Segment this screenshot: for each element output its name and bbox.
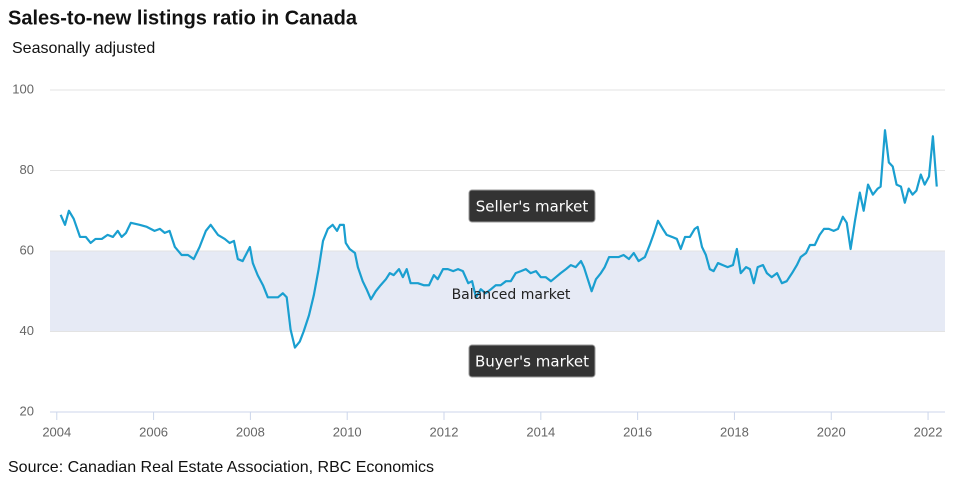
chart-subtitle: Seasonally adjusted (12, 40, 155, 57)
x-tick-label: 2004 (42, 424, 71, 439)
chart-title: Sales-to-new listings ratio in Canada (8, 7, 358, 29)
y-tick-label: 100 (12, 81, 34, 96)
x-tick-label: 2016 (623, 424, 652, 439)
x-tick-label: 2008 (236, 424, 265, 439)
annotation-label: Seller's market (476, 198, 589, 216)
x-tick-label: 2006 (139, 424, 168, 439)
data-line (59, 129, 938, 349)
x-tick-label: 2012 (430, 424, 459, 439)
source-note: Source: Canadian Real Estate Association… (8, 459, 434, 476)
x-tick-label: 2010 (333, 424, 362, 439)
balanced-band (50, 251, 945, 332)
x-tick-label: 2018 (720, 424, 749, 439)
y-tick-label: 40 (20, 323, 34, 338)
x-tick-label: 2020 (817, 424, 846, 439)
annotation-label: Buyer's market (475, 353, 589, 371)
annotation-label: Balanced market (452, 287, 571, 303)
y-tick-label: 80 (20, 162, 34, 177)
x-tick-label: 2022 (914, 424, 943, 439)
y-tick-label: 60 (20, 242, 34, 257)
annotation-box (468, 344, 596, 378)
y-tick-label: 20 (20, 403, 34, 418)
plot-area: 20 40 60 80 100 2004 2006 2008 2010 2012 2014 2016 2… (12, 81, 945, 439)
x-tick-label: 2014 (526, 424, 555, 439)
annotation-box (468, 189, 596, 223)
